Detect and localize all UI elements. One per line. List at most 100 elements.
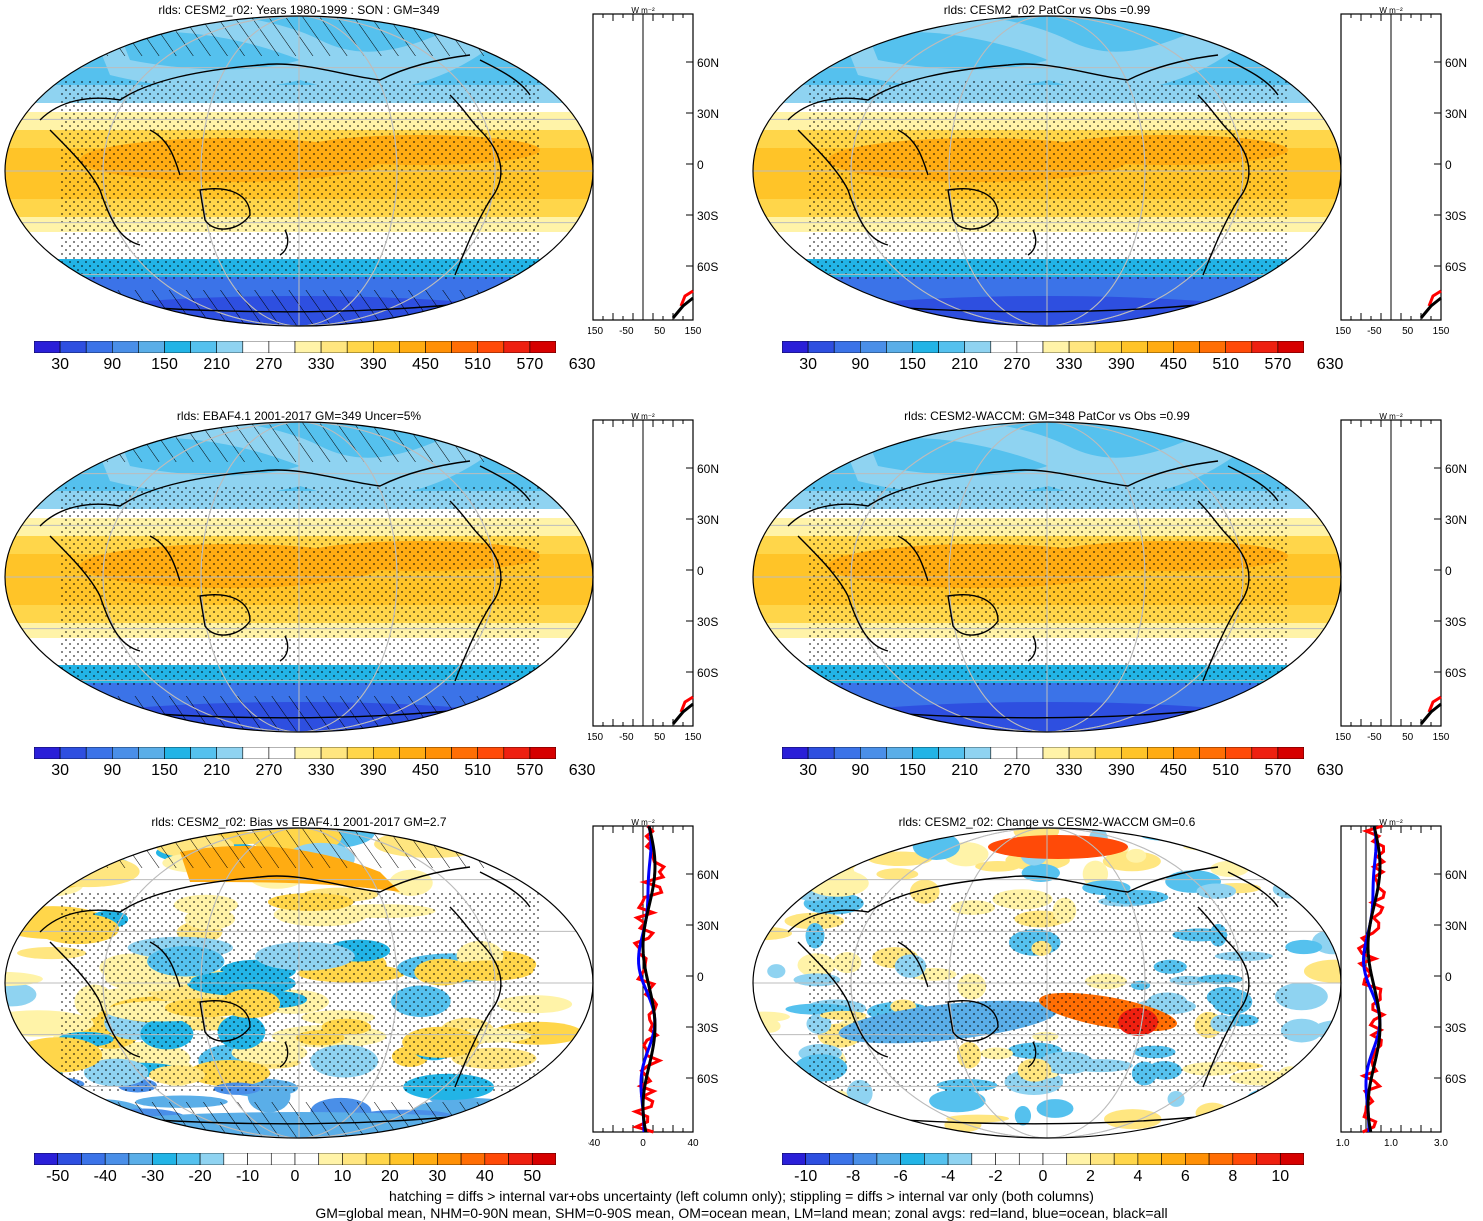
zonal-lat-label: 60N [1445, 868, 1467, 882]
colorbar-label: 630 [568, 356, 596, 373]
colorbar-swatch [860, 340, 887, 354]
colorbar-swatch [1068, 340, 1096, 354]
colorbar-swatch [268, 746, 296, 760]
zonal-lat-label: 60N [697, 462, 719, 476]
colorbar [781, 1152, 1305, 1166]
colorbar-swatch [268, 340, 296, 354]
zonal-tick-label: -150 [588, 732, 603, 743]
colorbar-swatch [1185, 1152, 1210, 1166]
colorbar-label: 30 [51, 356, 69, 373]
colorbar [33, 746, 557, 760]
colorbar-label: 90 [103, 356, 122, 373]
colorbar-label: 90 [851, 762, 870, 779]
zonal-tick-label: -40 [588, 1138, 601, 1149]
zonal-lat-label: 60S [1445, 666, 1466, 680]
colorbar-label: 510 [1212, 356, 1240, 373]
map-title: rlds: CESM2_r02: Years 1980-1999 : SON :… [158, 3, 440, 17]
colorbar-swatch [342, 1152, 367, 1166]
colorbar-label: 30 [428, 1168, 447, 1185]
colorbar-swatch [59, 340, 87, 354]
zonal-lat-label: 60N [1445, 462, 1467, 476]
colorbar-swatch [1173, 340, 1200, 354]
colorbar-label: -10 [235, 1168, 260, 1185]
colorbar-label: 450 [412, 356, 439, 373]
world-map [752, 15, 1342, 327]
colorbar-swatch [912, 746, 939, 760]
colorbar-label: 510 [1212, 762, 1240, 779]
colorbar-swatch [81, 1152, 106, 1166]
colorbar-swatch [1137, 1152, 1162, 1166]
colorbar-swatch [876, 1152, 901, 1166]
colorbar-label: 40 [475, 1168, 494, 1185]
colorbar-swatch [104, 1152, 130, 1166]
colorbar-swatch [216, 340, 244, 354]
colorbar-label: -2 [988, 1168, 1003, 1185]
map-field [753, 828, 1341, 1138]
world-map [4, 827, 594, 1139]
colorbar-swatch [176, 1152, 201, 1166]
footer-note-2: GM=global mean, NHM=0-90N mean, SHM=0-90… [315, 1205, 1168, 1221]
colorbar-swatch [1016, 340, 1044, 354]
colorbar-label: 570 [1264, 762, 1292, 779]
colorbar-label: -10 [794, 1168, 818, 1185]
zonal-tick-label: 150 [685, 326, 702, 337]
colorbar-swatch [1068, 746, 1096, 760]
zonal-tick-label: 50 [654, 732, 666, 743]
colorbar-swatch [399, 746, 426, 760]
zonal-lat-label: 60S [697, 260, 718, 274]
colorbar-swatch [399, 340, 426, 354]
colorbar-label: 20 [381, 1168, 399, 1185]
zonal-tick-label: 3.0 [1434, 1138, 1448, 1149]
zonal-units: W m⁻² [631, 412, 655, 421]
colorbar-swatch [190, 746, 218, 760]
map-field [5, 422, 593, 732]
colorbar-swatch [938, 746, 966, 760]
colorbar-swatch [112, 340, 139, 354]
map-field [753, 16, 1341, 326]
colorbar-label: 150 [899, 762, 926, 779]
zonal-curve [631, 824, 667, 1134]
zonal-tick-label: 150 [1433, 732, 1450, 743]
colorbar-swatch [318, 1152, 343, 1166]
colorbar-swatch [346, 340, 374, 354]
colorbar-swatch [346, 746, 374, 760]
colorbar-label: 390 [359, 762, 387, 779]
zonal-tick-label: 40 [687, 1138, 699, 1149]
world-map [4, 421, 594, 733]
colorbar-swatch [451, 340, 479, 354]
colorbar-swatch [805, 1152, 830, 1166]
colorbar-label: 270 [255, 762, 283, 779]
colorbar-swatch [389, 1152, 414, 1166]
colorbar-swatch [223, 1152, 248, 1166]
map-panel-change: rlds: CESM2_r02: Change vs CESM2-WACCM G… [748, 812, 1483, 1202]
world-map [752, 421, 1342, 733]
colorbar-swatch [1120, 340, 1148, 354]
colorbar-swatch [912, 340, 939, 354]
colorbar-swatch [484, 1152, 509, 1166]
colorbar-swatch [781, 340, 809, 354]
zonal-lat-label: 0 [697, 564, 704, 578]
colorbar-label: 30 [799, 762, 817, 779]
colorbar-label: 270 [255, 356, 283, 373]
zonal-average-plot: W m⁻² 60N 30N 0 30S 60S -40 0 40 [588, 818, 719, 1149]
colorbar-swatch [924, 1152, 949, 1166]
colorbar-swatch [1279, 1152, 1305, 1166]
colorbar-label: 30 [51, 762, 69, 779]
colorbar-label: -20 [188, 1168, 212, 1185]
colorbar-swatch [164, 746, 191, 760]
zonal-units: W m⁻² [1379, 412, 1403, 421]
colorbar-label: 510 [464, 762, 492, 779]
colorbar-swatch [1016, 746, 1044, 760]
colorbar-swatch [1173, 746, 1200, 760]
zonal-lat-label: 0 [697, 970, 704, 984]
colorbar-label: 10 [333, 1168, 352, 1185]
colorbar-swatch [781, 746, 809, 760]
map-panel-cesm2-r02-mean: rlds: CESM2_r02: Years 1980-1999 : SON :… [0, 0, 735, 390]
colorbar-swatch [320, 746, 348, 760]
zonal-tick-label: -150 [588, 326, 603, 337]
colorbar-swatch [1094, 746, 1122, 760]
zonal-lat-label: 30N [697, 107, 719, 121]
colorbar-label: 570 [516, 762, 544, 779]
zonal-curve [1366, 825, 1382, 1133]
colorbar-swatch [503, 340, 531, 354]
